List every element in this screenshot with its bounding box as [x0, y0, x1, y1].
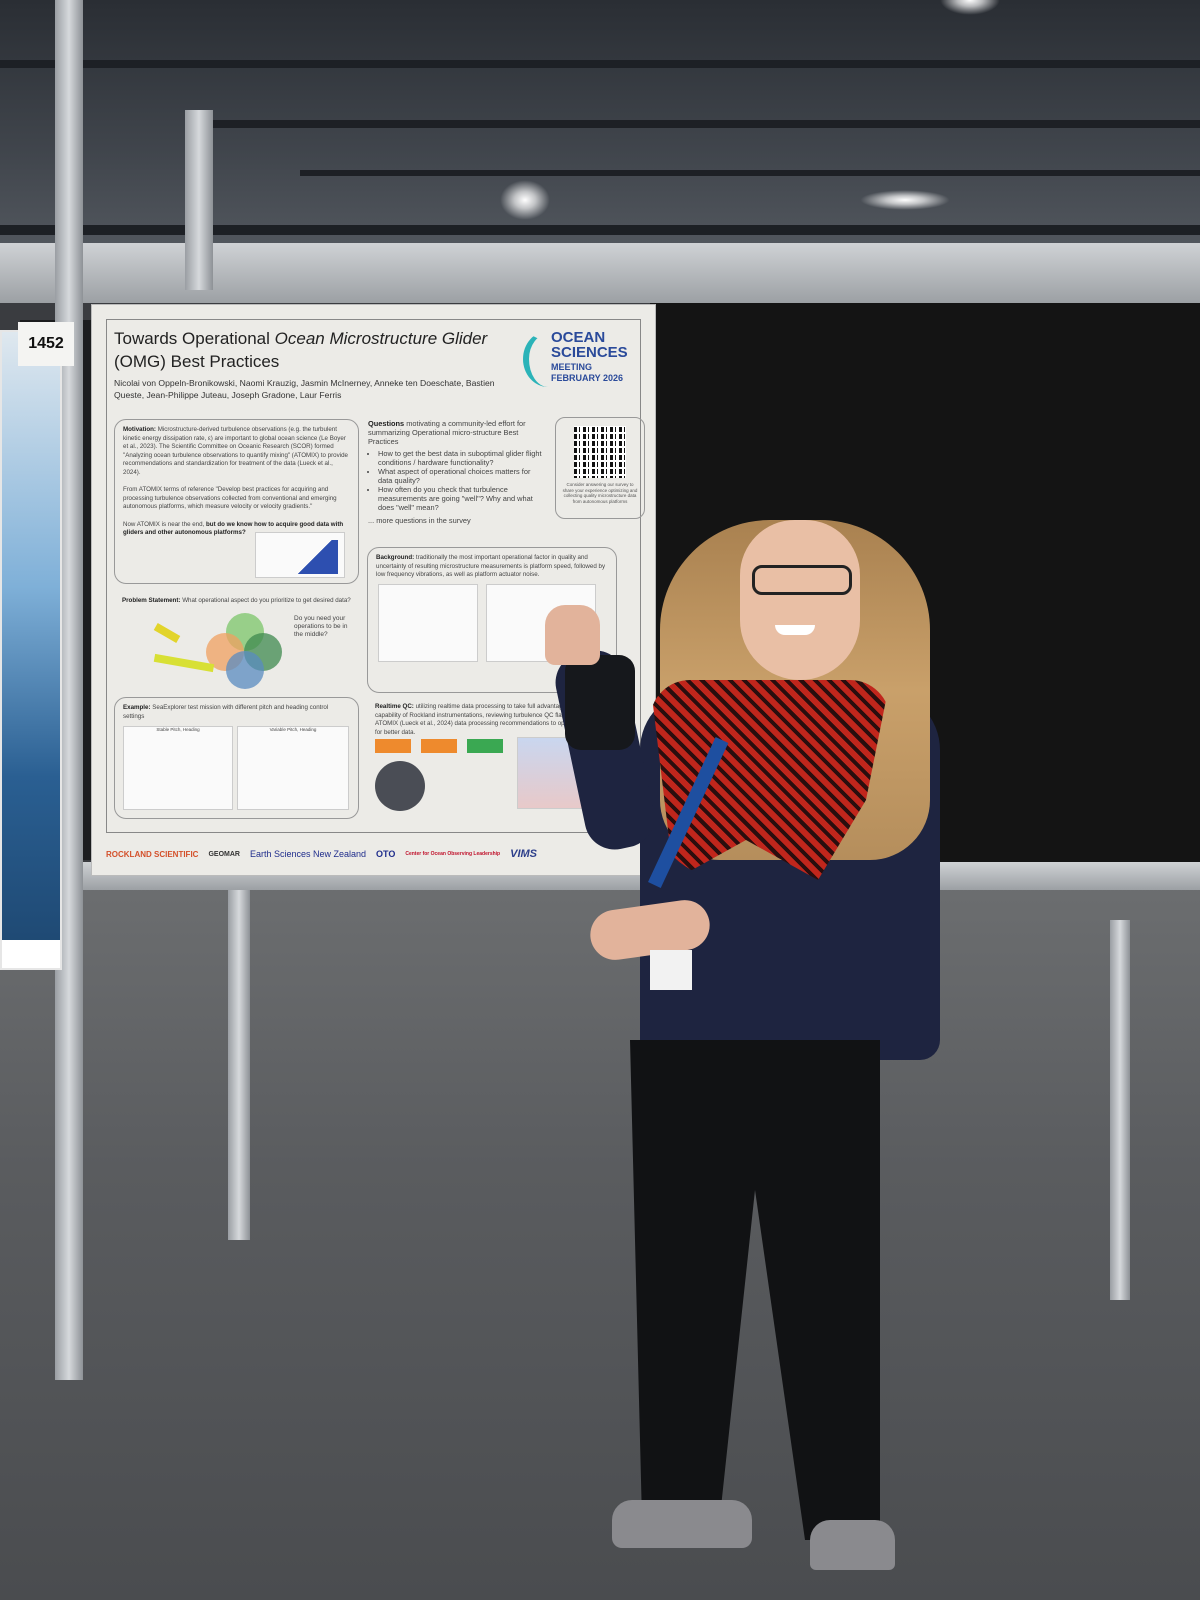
- poster-authors: Nicolai von Oppeln-Bronikowski, Naomi Kr…: [114, 378, 495, 400]
- wrist-brace: [565, 655, 635, 750]
- frame-top-bar: [0, 243, 1200, 303]
- frame-post: [185, 110, 213, 290]
- right-shoe: [810, 1520, 895, 1570]
- glasses: [752, 565, 852, 595]
- badge: [650, 950, 692, 990]
- ceiling: [0, 0, 1200, 260]
- left-shoe: [612, 1500, 752, 1548]
- booth-number: 1452: [18, 322, 74, 366]
- floor: [0, 880, 1200, 1600]
- realtime-qc-section: Realtime QC: utilizing realtime data pro…: [367, 697, 617, 817]
- face: [740, 520, 860, 680]
- smile: [775, 625, 815, 635]
- poster-title: Towards Operational Ocean Microstructure…: [114, 329, 488, 371]
- motivation-box: Motivation: Microstructure-derived turbu…: [114, 419, 359, 584]
- ocean-sciences-meeting-logo: OCEAN SCIENCES MEETING FEBRUARY 2026: [523, 329, 639, 393]
- sponsor-logos: ROCKLAND SCIENTIFIC GEOMAR Earth Science…: [106, 848, 538, 860]
- neighbor-poster: [0, 330, 62, 970]
- raised-hand: [545, 605, 600, 665]
- questions-section: Questions motivating a community-led eff…: [362, 415, 550, 543]
- problem-statement: Problem Statement: What operational aspe…: [114, 591, 359, 691]
- poster: Towards Operational Ocean Microstructure…: [92, 305, 655, 875]
- frame-post: [228, 890, 250, 1240]
- example-box: Example: SeaExplorer test mission with d…: [114, 697, 359, 819]
- survey-qr-box[interactable]: Consider answering our survey to share y…: [555, 417, 645, 519]
- qr-code[interactable]: [574, 426, 626, 478]
- frame-post-right: [1110, 920, 1130, 1300]
- growth-bar-chart: [255, 532, 345, 578]
